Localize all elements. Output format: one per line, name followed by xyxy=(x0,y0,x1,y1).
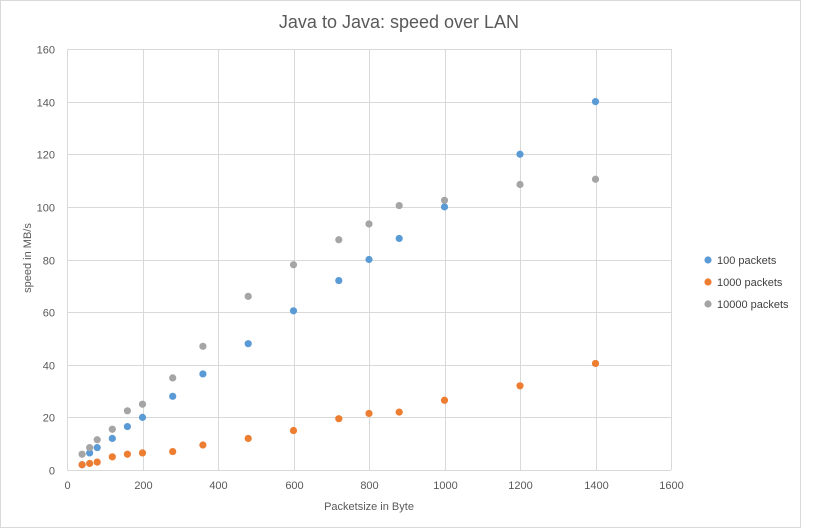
data-point xyxy=(440,203,449,211)
x-tick-label: 1200 xyxy=(508,480,532,492)
y-tick-label: 120 xyxy=(37,150,55,162)
data-point xyxy=(93,444,101,452)
data-point xyxy=(591,359,600,368)
legend-marker xyxy=(704,300,712,308)
x-tick-label: 400 xyxy=(209,480,227,492)
data-point xyxy=(440,196,449,204)
data-point xyxy=(244,434,252,443)
series-1 xyxy=(78,98,600,469)
y-tick-label: 40 xyxy=(43,361,55,373)
data-point xyxy=(86,444,94,452)
y-axis-label: speed in MB/s xyxy=(22,223,34,293)
y-tick-label: 80 xyxy=(43,256,55,268)
data-point xyxy=(244,292,252,300)
data-point xyxy=(93,436,101,444)
data-point xyxy=(289,261,298,269)
x-tick-label: 1000 xyxy=(433,480,457,492)
series-2 xyxy=(78,359,600,469)
data-point xyxy=(78,450,86,458)
data-point xyxy=(440,396,449,404)
data-point xyxy=(199,342,207,350)
data-point xyxy=(199,441,207,449)
legend-label: 100 packets xyxy=(717,255,777,267)
data-point xyxy=(591,98,600,106)
data-point xyxy=(335,236,343,244)
data-point xyxy=(516,150,524,158)
data-point xyxy=(516,382,524,390)
data-point xyxy=(78,461,86,469)
series-3 xyxy=(78,175,600,458)
legend: 100 packets 1000 packets 10000 packets xyxy=(704,255,789,311)
legend-marker xyxy=(704,256,712,264)
data-point xyxy=(591,175,600,183)
data-point xyxy=(289,426,298,435)
x-tick-label: 600 xyxy=(285,480,303,492)
x-axis-label: Packetsize in Byte xyxy=(324,501,414,513)
data-point xyxy=(365,409,373,418)
data-point xyxy=(395,201,403,210)
data-point xyxy=(123,450,131,458)
x-tick-label: 0 xyxy=(64,480,70,492)
legend-marker xyxy=(704,278,712,286)
y-tick-label: 60 xyxy=(43,308,55,320)
data-points xyxy=(78,98,600,469)
x-tick-label: 800 xyxy=(360,480,378,492)
data-point xyxy=(138,449,147,457)
data-point xyxy=(244,340,252,348)
data-point xyxy=(108,434,116,443)
chart-title: Java to Java: speed over LAN xyxy=(279,12,519,32)
data-point xyxy=(335,415,343,423)
x-tick-label: 1600 xyxy=(659,480,683,492)
y-tick-label: 20 xyxy=(43,413,55,425)
chart-frame xyxy=(0,0,801,528)
data-point xyxy=(365,255,373,264)
data-point xyxy=(169,392,177,400)
data-point xyxy=(335,276,343,285)
data-point xyxy=(289,307,298,315)
data-point xyxy=(169,374,177,382)
data-point xyxy=(169,447,177,456)
y-tick-label: 160 xyxy=(37,45,55,57)
data-point xyxy=(395,234,403,243)
data-point xyxy=(123,422,131,431)
data-point xyxy=(108,453,116,461)
legend-label: 10000 packets xyxy=(717,299,789,311)
y-tick-label: 0 xyxy=(49,466,55,478)
data-point xyxy=(199,370,207,378)
data-point xyxy=(395,408,403,416)
y-tick-label: 140 xyxy=(37,98,55,110)
data-point xyxy=(365,220,373,228)
x-tick-label: 1400 xyxy=(584,480,608,492)
data-point xyxy=(138,413,147,421)
x-tick-label: 200 xyxy=(134,480,152,492)
legend-label: 1000 packets xyxy=(717,277,783,289)
data-point xyxy=(93,458,101,466)
data-point xyxy=(108,425,116,433)
data-point xyxy=(138,400,147,408)
data-point xyxy=(86,449,94,457)
data-point xyxy=(86,459,94,468)
data-point xyxy=(123,407,131,415)
gridlines xyxy=(67,49,672,471)
data-point xyxy=(516,180,524,189)
y-tick-label: 100 xyxy=(37,203,55,215)
